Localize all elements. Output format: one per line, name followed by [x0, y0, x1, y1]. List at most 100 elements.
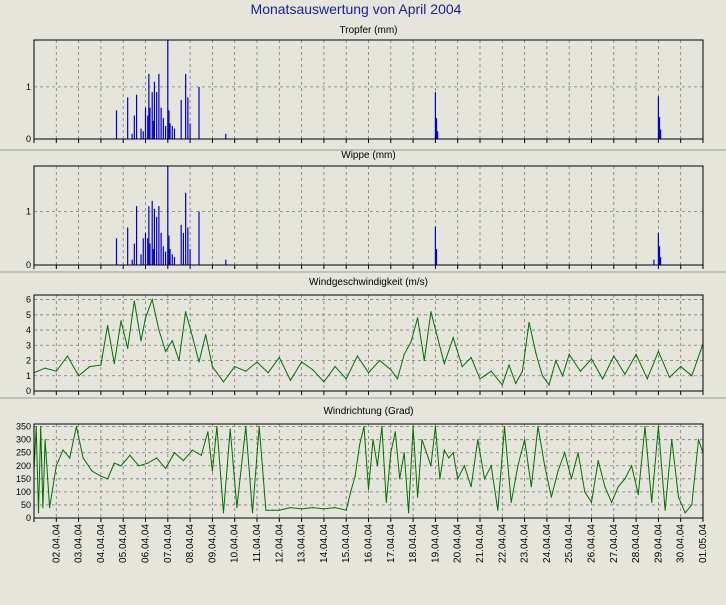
data-point [158, 329, 160, 331]
data-point [637, 493, 639, 496]
x-tick-label: 03.04.04 [74, 524, 85, 563]
x-tick-label: 05.04.04 [118, 524, 129, 563]
data-point [301, 508, 303, 510]
x-tick-label: 24.04.04 [542, 524, 553, 563]
data-point [78, 375, 80, 377]
x-tick-label: 20.04.04 [453, 524, 464, 563]
data-point [258, 426, 260, 428]
x-tick-label: 08.04.04 [185, 524, 196, 563]
data-point [590, 358, 593, 360]
data-point [113, 462, 115, 464]
x-tick-label: 09.04.04 [207, 524, 218, 563]
x-tick-label: 28.04.04 [631, 524, 642, 563]
data-point [412, 426, 414, 428]
data-point [677, 496, 680, 498]
data-point [443, 362, 445, 365]
data-point [138, 465, 140, 467]
data-point [372, 439, 374, 441]
data-point [517, 465, 519, 467]
data-point [416, 317, 419, 319]
data-point [75, 426, 77, 428]
data-point [399, 478, 401, 480]
data-point [55, 370, 57, 372]
y-tick-label: 5 [26, 310, 31, 320]
data-point [323, 508, 325, 510]
data-point [129, 454, 131, 456]
data-point [367, 372, 370, 374]
data-point [680, 366, 682, 368]
data-point [182, 459, 185, 462]
data-point [113, 362, 115, 365]
data-point [613, 355, 615, 357]
x-tick-label: 16.04.04 [364, 524, 375, 563]
data-point [477, 439, 479, 441]
data-point [394, 431, 396, 433]
data-point [151, 298, 153, 301]
x-tick-label: 06.04.04 [141, 524, 152, 563]
data-point [524, 439, 526, 441]
y-tick-label: 200 [16, 461, 31, 471]
data-point [671, 439, 673, 441]
data-point [354, 475, 356, 477]
data-point [390, 452, 392, 454]
data-point [483, 478, 486, 480]
y-tick-label: 0 [26, 513, 31, 523]
data-point [691, 375, 693, 377]
data-point [541, 375, 544, 377]
data-point [684, 512, 686, 514]
x-tick-label: 29.04.04 [653, 524, 664, 563]
data-point [82, 457, 84, 459]
panel-title: Tropfer (mm) [340, 25, 398, 36]
data-point [568, 353, 570, 356]
data-point [350, 491, 352, 493]
data-point [584, 491, 586, 493]
data-point [211, 366, 213, 368]
data-point [191, 449, 193, 451]
data-point [439, 478, 441, 480]
x-tick-label: 10.04.04 [230, 524, 241, 563]
data-point [646, 378, 648, 380]
data-point [289, 506, 292, 509]
data-point [430, 465, 432, 467]
data-point [334, 366, 336, 368]
y-tick-label: 150 [16, 474, 31, 484]
x-tick-label: 04.04.04 [96, 524, 107, 563]
data-point [140, 340, 142, 342]
data-point [198, 361, 200, 363]
chart-title: Monatsauswertung von April 2004 [251, 1, 462, 17]
data-point [570, 478, 573, 480]
data-point [376, 465, 379, 467]
x-tick-label: 13.04.04 [297, 524, 308, 563]
x-tick-label: 26.04.04 [587, 524, 598, 563]
data-point [530, 486, 532, 488]
data-point [323, 381, 325, 383]
data-point [602, 378, 604, 380]
data-point [106, 478, 109, 480]
y-tick-label: 4 [26, 325, 31, 335]
data-point [69, 457, 71, 459]
y-tick-label: 350 [16, 422, 31, 432]
x-axis: 02.04.04 03.04.04 04.04.04 05.04.04 06.04.04… [51, 524, 709, 563]
data-point [510, 501, 512, 503]
y-tick-label: 3 [26, 340, 31, 350]
data-point [430, 311, 432, 313]
data-point [265, 509, 267, 511]
x-tick-label: 25.04.04 [564, 524, 575, 563]
panel-title: Windrichtung (Grad) [323, 406, 413, 417]
data-point [403, 452, 405, 454]
data-point [211, 470, 213, 472]
data-point [657, 426, 660, 428]
data-point [37, 512, 40, 514]
data-point [503, 426, 506, 428]
panel-title: Windgeschwindigkeit (m/s) [309, 277, 428, 288]
data-point [278, 509, 280, 511]
data-point [185, 311, 187, 313]
data-point [200, 454, 202, 456]
data-point [624, 478, 626, 480]
data-point [617, 486, 619, 488]
data-point [164, 467, 167, 469]
data-point [216, 426, 218, 428]
y-tick-label: 50 [21, 500, 31, 510]
x-tick-label: 23.04.04 [520, 524, 531, 563]
data-point [222, 381, 225, 383]
